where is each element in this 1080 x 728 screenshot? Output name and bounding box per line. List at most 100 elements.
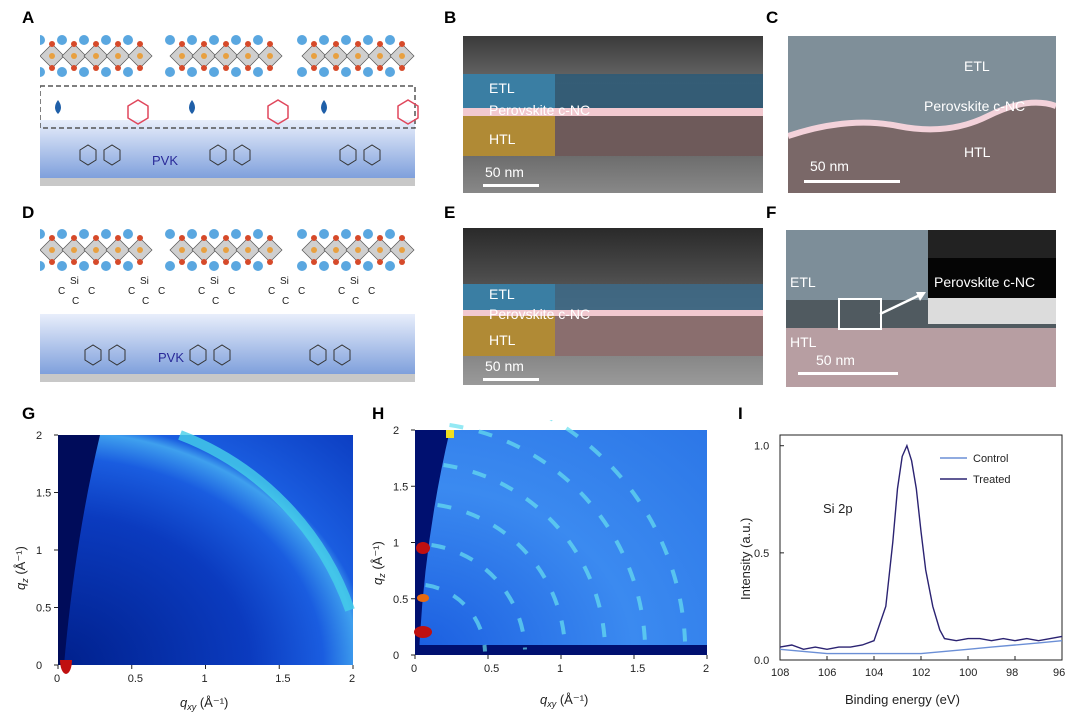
arrow-icon (879, 292, 926, 316)
atom-icon (399, 65, 405, 71)
atom-icon (297, 229, 307, 239)
atom-icon (71, 235, 77, 241)
x-tick-label: 0 (54, 673, 60, 685)
atom-icon (93, 259, 99, 265)
atom-icon (377, 65, 383, 71)
atom-icon (101, 261, 111, 271)
x-tick-label: 0 (411, 663, 417, 675)
x-tick-label: 106 (818, 667, 836, 679)
atom-icon (267, 53, 273, 59)
atom-icon (57, 229, 67, 239)
x-tick-label: 108 (771, 667, 789, 679)
tem-c-layers (788, 99, 1056, 193)
legend: Control Treated (940, 453, 1011, 486)
atom-icon (187, 261, 197, 271)
atom-icon (137, 259, 143, 265)
scale-bar (483, 184, 539, 187)
atom-icon (253, 229, 263, 239)
x-axis-label: qxy (Å⁻¹) (540, 692, 588, 709)
atom-icon (165, 67, 175, 77)
atom-icon (49, 65, 55, 71)
atom-icon (123, 261, 133, 271)
panel-label-i: I (738, 404, 743, 423)
atom-icon (209, 67, 219, 77)
atom-icon (93, 41, 99, 47)
atom-icon (123, 35, 133, 45)
atom-icon (93, 235, 99, 241)
panel-label-f: F (766, 203, 777, 222)
c-atom-label: C (198, 286, 205, 297)
series-line-treated (779, 443, 1063, 651)
axes: 0 0.5 1 1.5 2 0 0.5 1 1.5 2 (393, 425, 709, 675)
atom-icon (71, 247, 77, 253)
c-atom-label: C (142, 296, 149, 307)
scale-bar (798, 372, 898, 375)
atom-icon (399, 53, 405, 59)
atom-icon (115, 235, 121, 241)
atom-icon (311, 235, 317, 241)
xps-chart-svg: 108 106 104 102 100 98 96 0.0 0.5 1.0 Si 2p Contr… (738, 434, 1065, 707)
x-tick-label: 0.5 (128, 673, 143, 685)
nc-label: Perovskite c-NC (934, 274, 1036, 290)
c-atom-label: C (228, 286, 235, 297)
atom-icon (267, 65, 273, 71)
water-drop-icons (55, 100, 327, 114)
atom-icon (267, 247, 273, 253)
benzene-rings (127, 99, 419, 125)
atom-icon (267, 259, 273, 265)
y-tick-label: 0.0 (754, 655, 769, 667)
atom-icon (209, 35, 219, 45)
y-axis-label: qz (Å⁻¹) (370, 541, 387, 585)
x-tick-label: 1 (557, 663, 563, 675)
atom-icon (101, 67, 111, 77)
y-tick-label: 0 (36, 660, 42, 672)
atom-icon (363, 229, 373, 239)
axes: 0 0.5 1 1.5 2 0 0.5 1 1.5 2 (36, 430, 355, 685)
x-tick-label: 2 (349, 673, 355, 685)
carbazole-icons (84, 344, 351, 366)
si-atom-label: Si (140, 276, 149, 287)
atom-icon (187, 229, 197, 239)
atom-icon (71, 65, 77, 71)
atom-icon (93, 247, 99, 253)
atom-icon (333, 53, 339, 59)
diffraction-arc (431, 543, 527, 650)
atom-icon (137, 41, 143, 47)
y-tick-label: 0.5 (36, 603, 51, 615)
y-tick-label: 1 (393, 538, 399, 550)
panel-label-e: E (444, 203, 456, 222)
atom-icon (355, 235, 361, 241)
nc-label: Perovskite c-NC (489, 102, 591, 118)
atom-icon (57, 67, 67, 77)
atom-icon (187, 67, 197, 77)
atom-icon (179, 41, 185, 47)
diffraction-arc (425, 583, 487, 652)
atom-icon (377, 247, 383, 253)
c-atom-label: C (282, 296, 289, 307)
crystal-layer (35, 229, 415, 271)
atom-icon (137, 65, 143, 71)
diffraction-rings (425, 383, 687, 652)
atom-icon (179, 65, 185, 71)
panel-label-b: B (444, 8, 457, 27)
pvk-label: PVK (152, 153, 178, 168)
atom-icon (333, 65, 339, 71)
tem-image-f: ETL Perovskite c-NC HTL 50 nm (786, 230, 1056, 387)
atom-icon (333, 247, 339, 253)
atom-icon (319, 35, 329, 45)
atom-icon (223, 65, 229, 71)
atom-icon (223, 259, 229, 265)
atom-icon (231, 261, 241, 271)
nc-label: Perovskite c-NC (924, 98, 1026, 114)
y-tick-label: 1.5 (393, 481, 408, 493)
atom-icon (267, 41, 273, 47)
atom-icon (311, 259, 317, 265)
atom-icon (311, 65, 317, 71)
atom-icon (399, 235, 405, 241)
atom-icon (341, 229, 351, 239)
giwaxs-h-plot: 0 0.5 1 1.5 2 0 0.5 1 1.5 2 qxy (Å⁻¹) qz (Å⁻¹) (370, 383, 709, 709)
atom-icon (377, 53, 383, 59)
atom-icon (399, 259, 405, 265)
